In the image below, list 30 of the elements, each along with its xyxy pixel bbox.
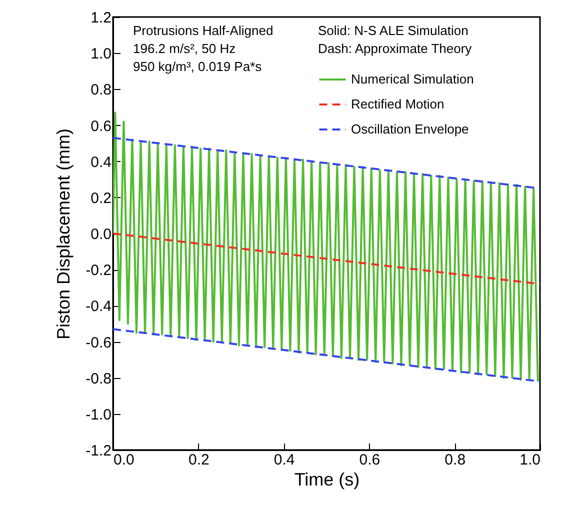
annotation: Dash: Approximate Theory [318, 41, 472, 56]
legend-label: Oscillation Envelope [351, 122, 469, 136]
x-tick-label: 0.0 [114, 452, 134, 468]
y-axis-title: Piston Displacement (mm) [54, 128, 74, 340]
y-tick-label: 1.0 [90, 46, 112, 63]
x-tick-label: 0.4 [274, 452, 295, 468]
x-axis-title: Time (s) [294, 470, 360, 490]
y-tick-label: 1.2 [90, 10, 112, 26]
legend-label: Numerical Simulation [351, 72, 474, 86]
annotation: Protrusions Half-Aligned [133, 23, 274, 38]
y-tick-label: 0.8 [90, 82, 112, 99]
y-tick-label: -1.0 [86, 406, 112, 424]
x-tick-label: 1.0 [520, 452, 540, 468]
y-tick-label: -1.2 [86, 442, 112, 460]
y-tick-label: 0.6 [90, 118, 112, 135]
annotation: 196.2 m/s², 50 Hz [133, 41, 236, 56]
x-tick-label: 0.8 [444, 452, 466, 468]
y-tick-label: -0.6 [86, 334, 112, 352]
x-tick-label: 0.6 [359, 452, 380, 468]
y-tick-label: -0.8 [86, 370, 112, 388]
y-tick-label: 0.2 [90, 190, 112, 207]
y-tick-label: 0.0 [90, 226, 112, 243]
line-series [113, 112, 539, 382]
y-tick-label: -0.4 [86, 298, 112, 316]
x-tick-label: 0.2 [188, 452, 210, 468]
y-tick-label: 0.4 [90, 154, 112, 171]
annotation: 950 kg/m³, 0.019 Pa*s [133, 59, 262, 74]
y-tick-label: -0.2 [86, 262, 112, 280]
annotation: Solid: N-S ALE Simulation [318, 23, 468, 38]
legend-label: Rectified Motion [351, 96, 444, 112]
